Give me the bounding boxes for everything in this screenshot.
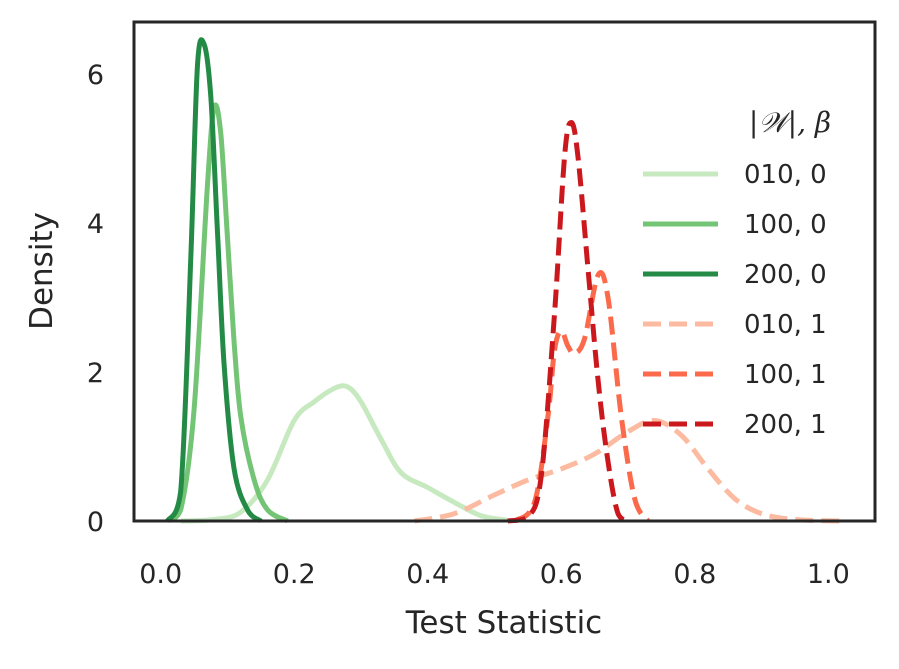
x-tick-label: 1.0 xyxy=(807,559,850,590)
series-line-100-0 xyxy=(165,102,289,524)
legend-label: 100, 1 xyxy=(744,360,827,390)
legend: |𝒲|, β 010, 0 100, 0 200, 0 010, 1 100, 1 200… xyxy=(643,106,831,440)
x-tick-label: 0.4 xyxy=(406,559,449,590)
y-tick-label: 6 xyxy=(87,60,104,91)
y-tick-label: 2 xyxy=(87,358,104,389)
x-tick-label: 0.0 xyxy=(139,559,182,590)
y-axis-label: Density xyxy=(24,212,60,330)
legend-label: 100, 0 xyxy=(744,210,827,240)
series-line-010-0 xyxy=(180,383,509,524)
plot-frame xyxy=(132,20,877,523)
y-tick-labels: 0 2 4 6 xyxy=(87,60,104,538)
legend-label: 200, 1 xyxy=(744,410,827,440)
series-line-010-1 xyxy=(413,417,842,524)
series-line-200-0 xyxy=(165,37,263,524)
y-tick-label: 0 xyxy=(87,507,104,538)
series-line-100-1 xyxy=(512,270,651,524)
x-tick-labels: 0.0 0.2 0.4 0.6 0.8 1.0 xyxy=(139,559,850,590)
series-line-200-1 xyxy=(507,119,630,524)
x-tick-label: 0.2 xyxy=(273,559,316,590)
x-tick-label: 0.6 xyxy=(540,559,583,590)
legend-title: |𝒲|, β xyxy=(749,106,831,139)
legend-label: 010, 0 xyxy=(744,160,827,190)
series-layer xyxy=(165,37,842,524)
legend-label: 010, 1 xyxy=(744,310,827,340)
x-axis-label: Test Statistic xyxy=(405,605,602,641)
legend-label: 200, 0 xyxy=(744,260,827,290)
x-tick-label: 0.8 xyxy=(673,559,716,590)
y-tick-label: 4 xyxy=(87,209,104,240)
